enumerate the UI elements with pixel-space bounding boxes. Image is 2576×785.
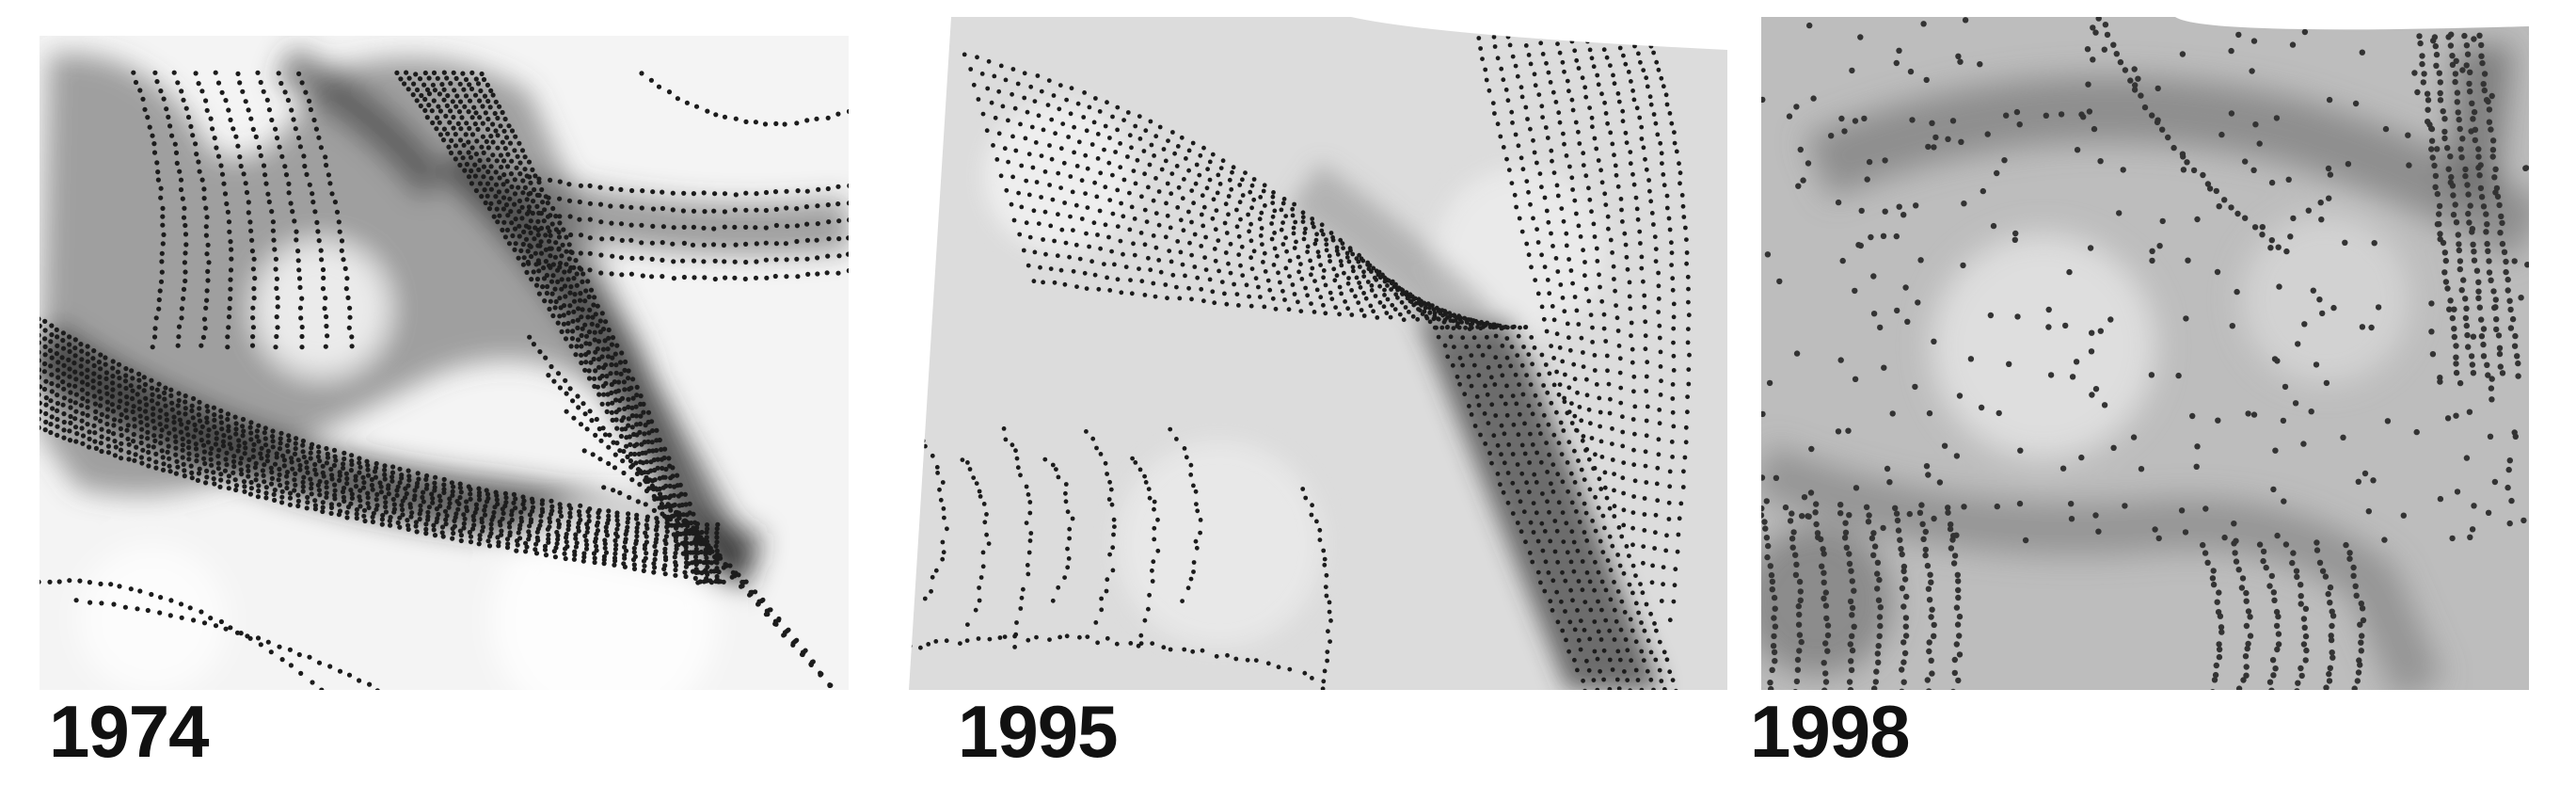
survey-points-1995 — [909, 17, 1692, 690]
terrain-panel-1974 — [40, 36, 849, 690]
year-label-1998: 1998 — [1750, 690, 1911, 773]
terrain-map-1995 — [909, 17, 1727, 690]
terrain-map-1974 — [40, 36, 849, 690]
year-label-1974: 1974 — [49, 690, 210, 773]
year-label-1995: 1995 — [958, 690, 1119, 773]
shading-1998 — [1761, 45, 2529, 690]
terrain-map-1998 — [1761, 17, 2529, 690]
survey-points-1974 — [40, 70, 849, 690]
shading-1995 — [984, 102, 1662, 690]
terrain-panel-1998 — [1761, 17, 2529, 690]
terrain-panel-1995 — [909, 17, 1727, 690]
survey-points-1998 — [1761, 17, 2529, 690]
